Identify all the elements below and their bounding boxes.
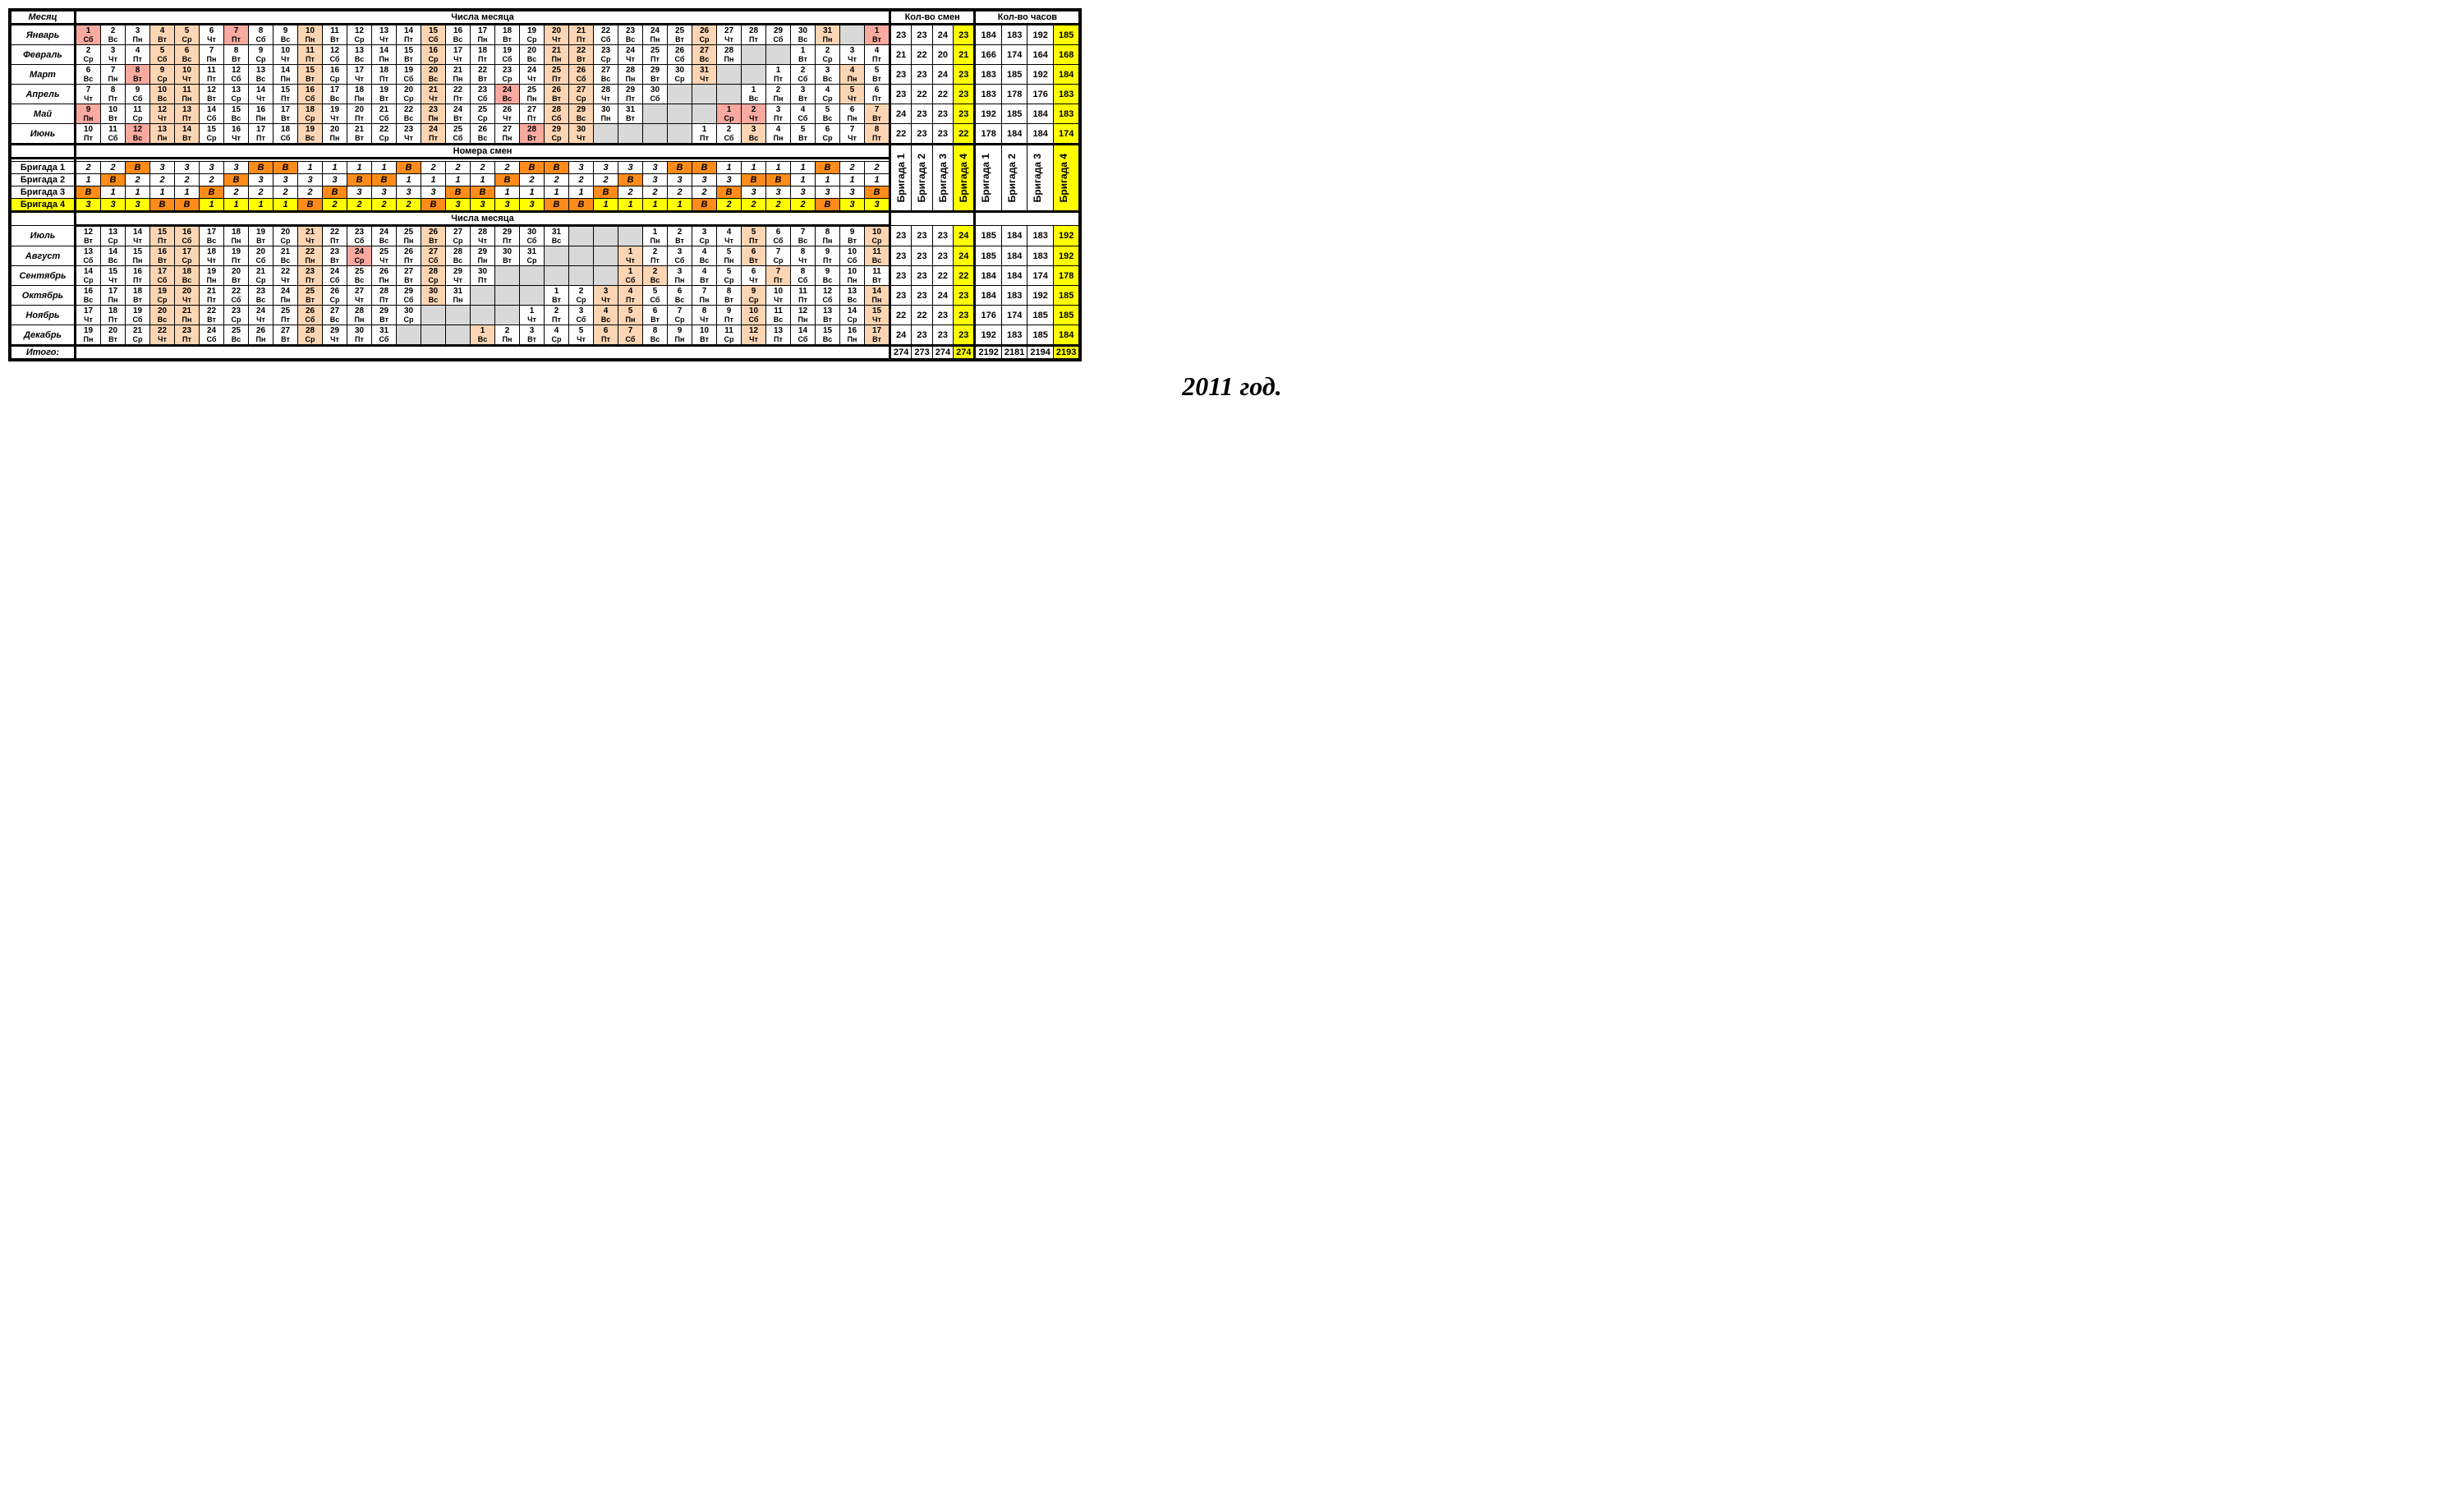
year-caption: 2011 год. (8, 371, 2456, 402)
schedule-table: МесяцЧисла месяцаКол-во сменКол-во часов… (8, 8, 1082, 361)
